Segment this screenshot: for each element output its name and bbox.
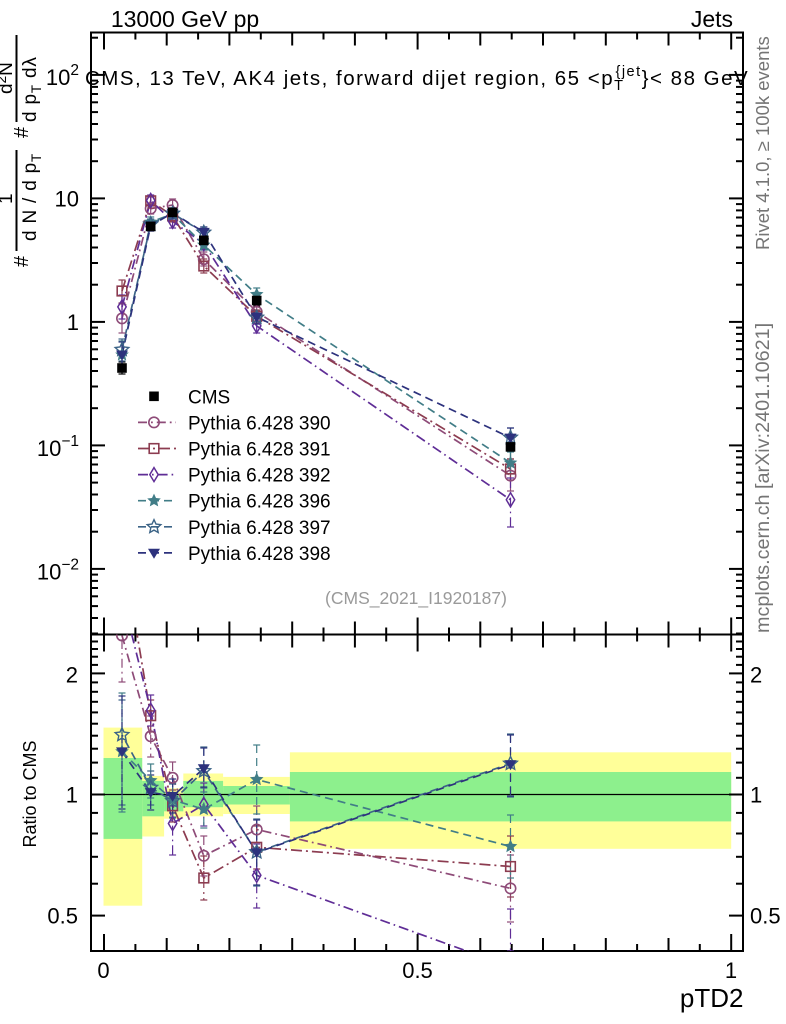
svg-text:Ratio to CMS: Ratio to CMS <box>20 740 40 847</box>
svg-text:1: 1 <box>66 783 78 808</box>
svg-text:Pythia 6.428 391: Pythia 6.428 391 <box>188 440 331 461</box>
svg-text:13000 GeV pp: 13000 GeV pp <box>111 6 259 32</box>
svg-text:Rivet 4.1.0, ≥ 100k events: Rivet 4.1.0, ≥ 100k events <box>752 36 773 250</box>
svg-text:CMS, 13 TeV, AK4 jets, forward: CMS, 13 TeV, AK4 jets, forward dijet reg… <box>85 64 749 94</box>
svg-text:Jets: Jets <box>691 6 733 32</box>
svg-text:2: 2 <box>66 663 78 688</box>
svg-text:Pythia 6.428 392: Pythia 6.428 392 <box>188 466 331 487</box>
svg-text:1: 1 <box>725 958 737 983</box>
svg-text:#: # <box>11 255 33 267</box>
svg-text:0: 0 <box>97 958 109 983</box>
svg-text:0.5: 0.5 <box>402 958 433 983</box>
svg-text:d N / d pT: d N / d pT <box>20 153 44 241</box>
svg-text:2: 2 <box>750 663 762 688</box>
svg-text:1: 1 <box>67 310 79 335</box>
svg-text:#: # <box>11 126 33 138</box>
svg-text:0.5: 0.5 <box>47 904 78 929</box>
svg-text:Pythia 6.428 398: Pythia 6.428 398 <box>188 544 331 565</box>
svg-text:(CMS_2021_I1920187): (CMS_2021_I1920187) <box>325 588 507 609</box>
svg-text:10: 10 <box>55 186 79 211</box>
svg-text:Pythia 6.428 396: Pythia 6.428 396 <box>188 492 331 513</box>
svg-text:1: 1 <box>750 783 762 808</box>
svg-text:d2N: d2N <box>0 62 17 94</box>
svg-text:mcplots.cern.ch [arXiv:2401.10: mcplots.cern.ch [arXiv:2401.10621] <box>752 323 774 633</box>
svg-text:Pythia 6.428 390: Pythia 6.428 390 <box>188 413 331 434</box>
svg-text:0.5: 0.5 <box>750 904 781 929</box>
svg-text:1: 1 <box>0 193 17 204</box>
svg-text:pTD2: pTD2 <box>680 983 744 1013</box>
svg-text:Pythia 6.428 397: Pythia 6.428 397 <box>188 518 331 539</box>
svg-text:CMS: CMS <box>188 387 230 408</box>
